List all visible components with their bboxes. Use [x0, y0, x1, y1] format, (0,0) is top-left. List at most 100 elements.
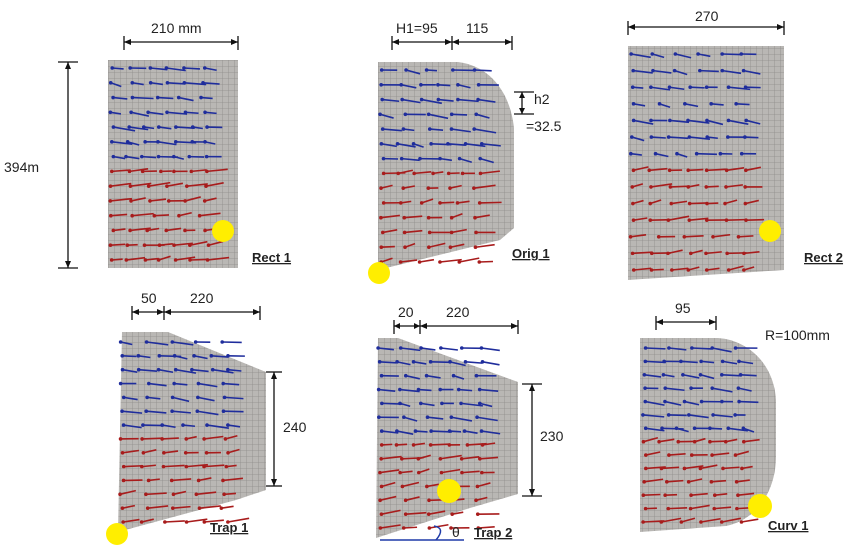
force-arrow: [482, 361, 500, 366]
force-arrow-head: [402, 230, 407, 235]
force-arrow: [147, 505, 169, 509]
force-arrow: [158, 126, 172, 130]
force-arrow: [204, 67, 217, 72]
force-arrow-head: [185, 184, 189, 188]
force-arrow: [724, 199, 738, 205]
force-arrow-head: [631, 268, 636, 272]
force-arrow-head: [724, 218, 729, 222]
force-arrow-head: [440, 401, 444, 406]
force-arrow-head: [711, 413, 715, 417]
force-arrow: [222, 477, 244, 482]
force-arrow: [643, 436, 659, 443]
force-arrow-head: [223, 437, 228, 441]
force-arrow-head: [720, 68, 725, 73]
force-arrow: [138, 368, 158, 372]
force-arrow-head: [688, 85, 692, 90]
arrow-field: [628, 52, 765, 272]
force-arrow-head: [398, 470, 402, 475]
dim-label-h2: h2: [534, 91, 550, 107]
force-arrow-head: [404, 68, 408, 72]
force-arrow-head: [477, 387, 482, 392]
force-arrow: [669, 86, 685, 91]
force-arrow: [712, 387, 733, 393]
force-arrow: [110, 82, 122, 88]
force-arrow: [413, 442, 426, 446]
force-arrow-head: [140, 169, 145, 174]
force-arrow-head: [190, 125, 195, 129]
force-arrow-head: [733, 453, 738, 457]
force-arrow: [649, 167, 668, 172]
force-arrow-head: [726, 85, 731, 90]
force-arrow: [415, 430, 428, 433]
force-arrow: [380, 184, 393, 189]
force-arrow-head: [629, 151, 633, 156]
force-arrow-head: [183, 228, 187, 233]
force-arrow: [479, 260, 494, 263]
dimension-top-b: 220: [164, 290, 261, 320]
force-arrow: [157, 96, 174, 100]
force-arrow-head: [401, 186, 406, 190]
force-arrow-head: [206, 243, 211, 248]
force-arrow: [713, 414, 733, 418]
force-arrow-head: [161, 464, 166, 469]
force-arrow: [127, 141, 140, 146]
force-arrow: [379, 361, 397, 364]
force-arrow-head: [449, 230, 454, 235]
force-arrow-head: [687, 413, 691, 417]
force-arrow-head: [666, 413, 671, 417]
force-arrow: [728, 119, 749, 125]
stress-marker: [759, 220, 781, 242]
force-arrow-head: [479, 142, 484, 146]
force-arrow-head: [648, 218, 653, 222]
radius-label: R=100mm: [765, 327, 830, 343]
force-arrow-head: [663, 386, 668, 390]
dimension-width: 95: [655, 300, 717, 330]
force-arrow-head: [156, 367, 161, 372]
force-arrow: [198, 382, 218, 388]
force-arrow: [172, 396, 190, 403]
force-arrow: [743, 69, 761, 75]
force-arrow-head: [739, 151, 744, 156]
force-arrow: [684, 465, 704, 470]
force-arrow: [696, 152, 717, 156]
force-arrow-head: [659, 466, 664, 471]
force-arrow-head: [202, 520, 207, 524]
force-arrow-head: [413, 429, 418, 433]
force-arrow-head: [429, 142, 433, 146]
force-arrow: [130, 197, 146, 202]
dim-label-top-b: 220: [446, 304, 470, 320]
force-arrow: [205, 182, 224, 187]
force-arrow: [688, 266, 700, 271]
force-arrow: [451, 213, 463, 219]
force-arrow: [460, 402, 483, 407]
force-arrow: [405, 496, 420, 502]
force-arrow-head: [226, 423, 230, 427]
force-arrow: [735, 450, 750, 456]
force-arrow-head: [398, 346, 403, 350]
force-arrow-head: [426, 512, 431, 516]
force-arrow: [689, 217, 709, 221]
force-arrow-head: [109, 258, 114, 262]
force-arrow-head: [686, 480, 691, 484]
force-arrow: [712, 452, 730, 456]
force-arrow-head: [479, 429, 484, 433]
force-arrow-head: [399, 156, 404, 161]
force-arrow-head: [446, 142, 450, 146]
force-arrow-head: [656, 234, 661, 239]
force-arrow-head: [193, 340, 198, 344]
force-arrow-head: [737, 359, 741, 364]
force-arrow-head: [165, 110, 169, 115]
force-arrow: [147, 396, 161, 400]
force-arrow-head: [379, 215, 383, 220]
force-arrow: [381, 430, 399, 434]
stress-marker: [368, 262, 390, 284]
force-arrow-head: [744, 218, 748, 222]
force-arrow: [661, 466, 680, 470]
force-arrow: [632, 199, 644, 205]
force-arrow: [688, 184, 700, 188]
force-arrow-head: [651, 68, 655, 73]
force-arrow-head: [475, 415, 479, 420]
force-arrow-head: [184, 437, 189, 441]
force-arrow-head: [648, 201, 653, 206]
force-arrow-head: [181, 423, 185, 427]
